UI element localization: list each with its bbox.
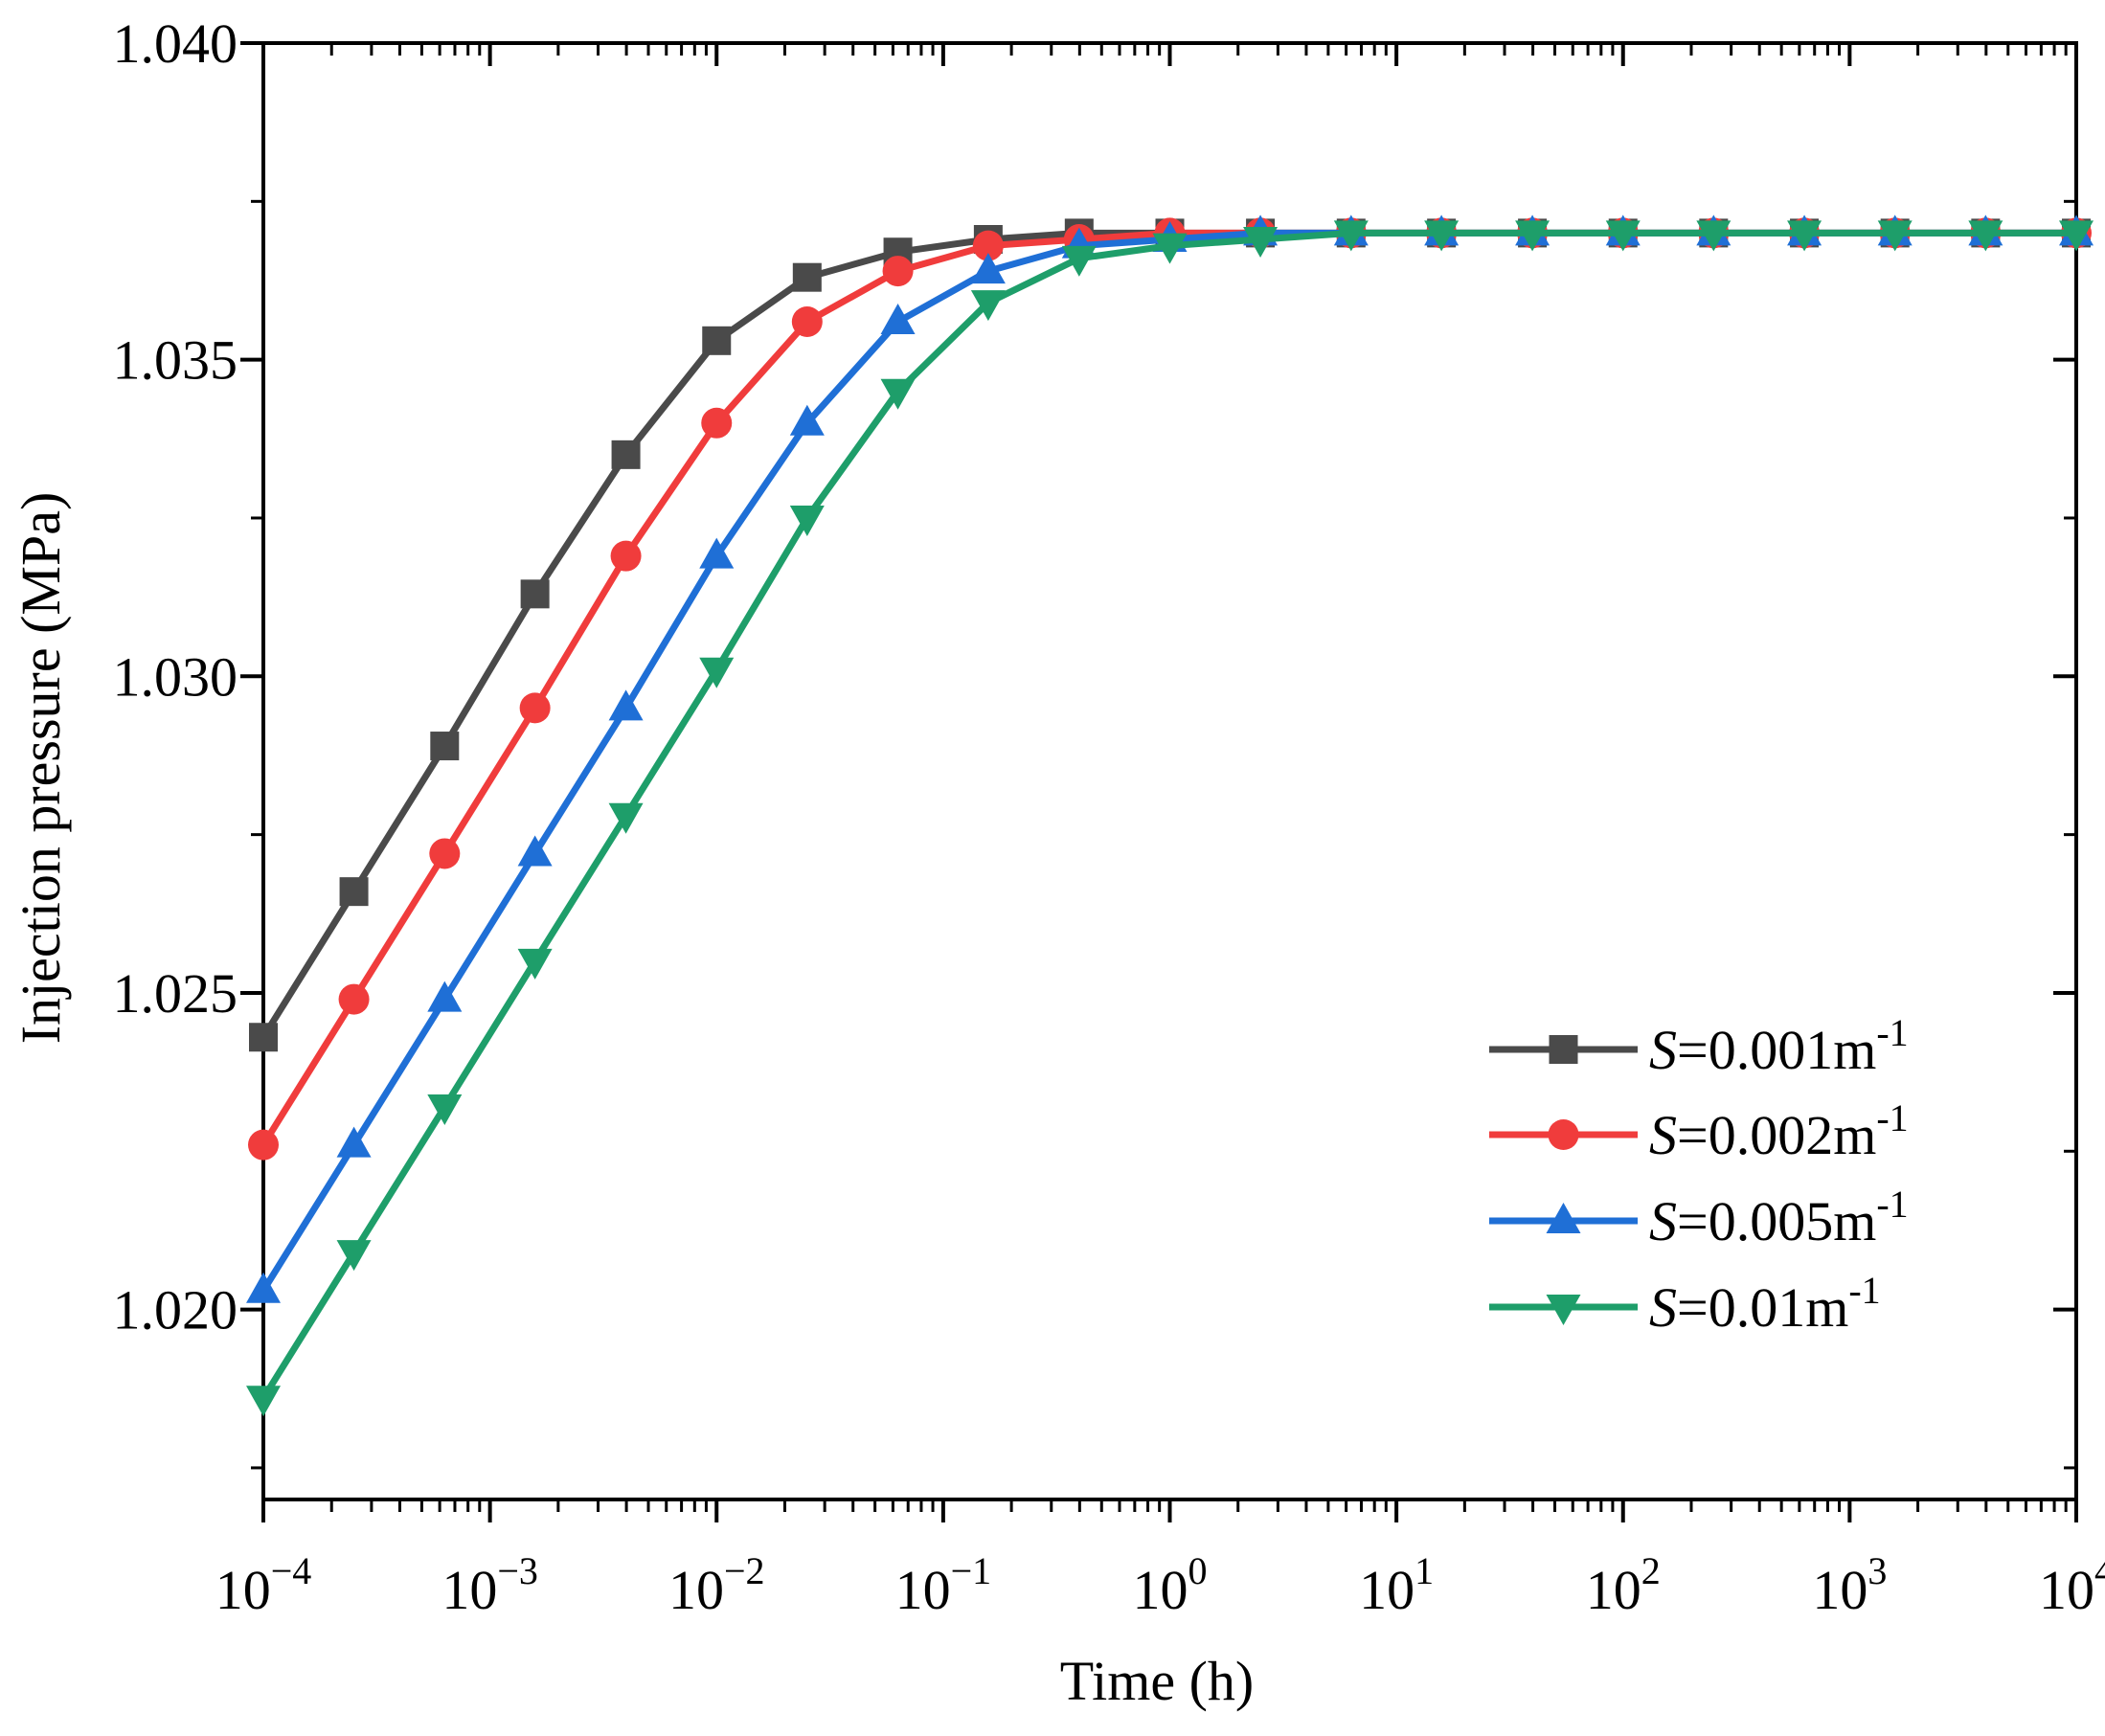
series-group	[246, 214, 2094, 1417]
y-tick-label: 1.040	[113, 12, 238, 75]
data-point	[789, 505, 825, 536]
y-tick-label: 1.020	[113, 1279, 238, 1341]
data-point	[336, 1240, 372, 1272]
legend-item: S=0.01m-1	[1489, 1269, 1881, 1339]
legend: S=0.001m-1 S=0.002m-1 S=0.005m-1 S=0.01m-1	[1489, 1011, 1909, 1339]
data-point	[427, 981, 463, 1012]
legend-item: S=0.001m-1	[1489, 1011, 1909, 1081]
x-tick-label: 102	[1586, 1549, 1661, 1621]
legend-label: S=0.01m-1	[1649, 1269, 1881, 1339]
data-point	[338, 983, 370, 1015]
data-point	[970, 253, 1006, 284]
data-point	[517, 835, 553, 867]
data-point	[517, 948, 553, 980]
data-point	[1061, 245, 1097, 277]
data-point	[611, 440, 641, 469]
data-point	[1424, 220, 1460, 252]
y-axis-title: Injection pressure (MPa)	[10, 492, 72, 1045]
data-point	[701, 407, 733, 439]
data-point	[880, 303, 916, 334]
data-point	[1877, 220, 1913, 252]
data-point	[2059, 220, 2094, 252]
data-point	[1696, 220, 1732, 252]
data-point	[246, 1386, 281, 1417]
data-point	[246, 1272, 281, 1303]
data-point	[792, 262, 822, 292]
legend-marker	[1549, 1035, 1578, 1064]
data-point	[1787, 220, 1822, 252]
data-point	[1515, 220, 1550, 252]
data-point	[1152, 233, 1188, 264]
data-point	[880, 378, 916, 410]
legend-marker	[1548, 1119, 1579, 1150]
y-tick-label: 1.030	[113, 645, 238, 708]
data-point	[1243, 227, 1279, 259]
x-tick-label: 103	[1812, 1549, 1887, 1621]
legend-marker	[1546, 1295, 1581, 1325]
x-tick-label: 10−2	[668, 1549, 765, 1621]
legend-label: S=0.005m-1	[1649, 1183, 1909, 1252]
data-point	[1333, 220, 1369, 252]
data-point	[336, 1126, 372, 1158]
data-point	[519, 692, 551, 724]
data-point	[249, 1023, 278, 1052]
series-4	[246, 220, 2094, 1417]
data-point	[791, 305, 823, 337]
data-point	[789, 404, 825, 436]
y-tick-labels-group: 1.020 1.025 1.030 1.035 1.040	[113, 12, 238, 1341]
data-point	[608, 689, 644, 721]
legend-label: S=0.001m-1	[1649, 1011, 1909, 1081]
legend-item: S=0.002m-1	[1489, 1096, 1909, 1166]
data-point	[699, 537, 735, 569]
x-axis-title: Time (h)	[1060, 1650, 1255, 1712]
x-tick-labels-group: 10−4 10−3 10−2 10−1 100 101 102 103 104	[215, 1549, 2105, 1621]
x-tick-label: 100	[1133, 1549, 1208, 1621]
x-tick-label: 10−3	[441, 1549, 538, 1621]
data-point	[248, 1129, 279, 1161]
data-point	[608, 802, 644, 834]
x-tick-label: 10−4	[215, 1549, 312, 1621]
data-point	[1968, 220, 2003, 252]
legend-item: S=0.005m-1	[1489, 1183, 1909, 1252]
data-point	[427, 1093, 463, 1125]
data-point	[882, 256, 914, 287]
y-tick-label: 1.035	[113, 329, 238, 392]
data-point	[520, 579, 550, 609]
x-tick-label: 101	[1359, 1549, 1434, 1621]
x-tick-label: 10−1	[895, 1549, 992, 1621]
legend-marker	[1546, 1203, 1581, 1233]
y-tick-label: 1.025	[113, 962, 238, 1025]
data-point	[1605, 220, 1641, 252]
data-point	[972, 230, 1004, 261]
legend-label: S=0.002m-1	[1649, 1096, 1909, 1166]
data-point	[429, 838, 461, 869]
data-point	[610, 540, 642, 572]
tick-marks-group	[240, 41, 2078, 1522]
data-point	[970, 290, 1006, 322]
x-tick-label: 104	[2039, 1549, 2105, 1621]
data-point	[702, 326, 732, 355]
data-point	[430, 732, 460, 761]
data-point	[699, 657, 735, 688]
data-point	[339, 877, 369, 907]
